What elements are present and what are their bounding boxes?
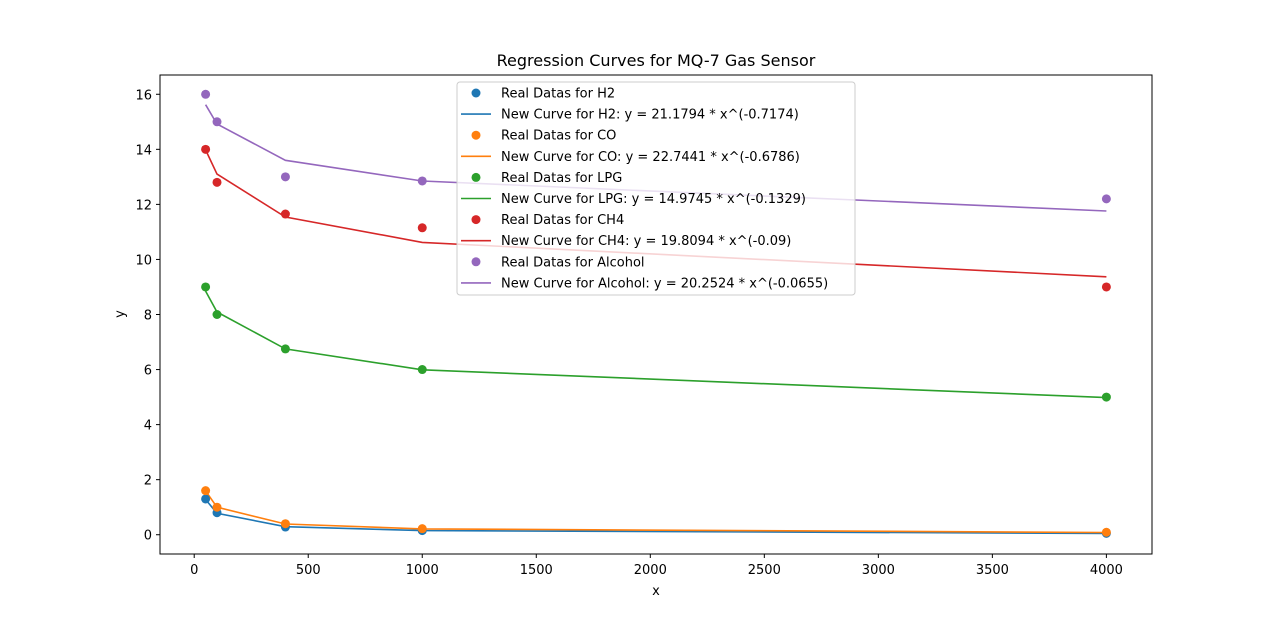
y-axis: 0 2 4 6 8 10 12 14 16 [135, 88, 160, 544]
legend-label: Real Datas for CO [501, 129, 616, 144]
legend-label: Real Datas for H2 [501, 87, 615, 102]
legend-box [456, 81, 856, 296]
data-point-ch4 [1101, 282, 1111, 292]
data-point-co [1101, 527, 1111, 537]
data-point-co [417, 524, 427, 534]
data-point-alcohol [1101, 194, 1111, 204]
data-point-alcohol [280, 172, 290, 182]
x-tick-label: 500 [296, 563, 321, 578]
plot-area [201, 89, 1111, 538]
x-tick-label: 2500 [748, 563, 781, 578]
y-tick-label: 4 [144, 419, 152, 434]
data-point-h2 [201, 494, 211, 504]
x-tick-label: 1000 [406, 563, 439, 578]
x-axis-label: x [652, 584, 660, 599]
legend-label: Real Datas for LPG [501, 171, 622, 186]
x-tick-label: 3000 [862, 563, 895, 578]
y-axis-label: y [113, 310, 128, 318]
legend-label: New Curve for CO: y = 22.7441 * x^(-0.67… [501, 150, 800, 165]
legend-label: New Curve for LPG: y = 14.9745 * x^(-0.1… [501, 192, 806, 207]
legend-label: New Curve for CH4: y = 19.8094 * x^(-0.0… [501, 234, 791, 249]
data-point-lpg [201, 282, 211, 292]
data-point-alcohol [417, 176, 427, 186]
x-tick-label: 4000 [1090, 563, 1123, 578]
data-point-alcohol [201, 89, 211, 99]
y-tick-label: 6 [144, 364, 152, 379]
legend-marker-lpg [471, 172, 481, 182]
data-point-alcohol [212, 117, 222, 127]
chart-title: Regression Curves for MQ-7 Gas Sensor [497, 51, 816, 70]
data-point-co [201, 486, 211, 496]
data-point-co [280, 519, 290, 529]
x-tick-label: 0 [190, 563, 198, 578]
data-point-ch4 [280, 209, 290, 219]
legend: Real Datas for H2 New Curve for H2: y = 2… [456, 81, 856, 296]
data-point-ch4 [201, 144, 211, 154]
data-point-ch4 [417, 223, 427, 233]
legend-label: Real Datas for CH4 [501, 213, 624, 228]
y-tick-label: 12 [135, 198, 152, 213]
legend-marker-ch4 [471, 215, 481, 225]
x-tick-label: 1500 [520, 563, 553, 578]
y-tick-label: 2 [144, 474, 152, 489]
legend-marker-alcohol [471, 257, 481, 267]
legend-label: Real Datas for Alcohol [501, 255, 645, 270]
legend-marker-co [471, 130, 481, 140]
data-point-lpg [1101, 392, 1111, 402]
x-axis: 0 500 1000 1500 2000 2500 3000 3500 4000 [190, 554, 1123, 578]
data-point-lpg [212, 310, 222, 319]
x-tick-label: 3500 [976, 563, 1009, 578]
data-point-lpg [417, 365, 427, 375]
legend-label: New Curve for H2: y = 21.1794 * x^(-0.71… [501, 108, 799, 123]
y-tick-label: 8 [144, 309, 152, 324]
y-tick-label: 0 [144, 529, 152, 544]
x-tick-label: 2000 [634, 563, 667, 578]
legend-label: New Curve for Alcohol: y = 20.2524 * x^(… [501, 276, 828, 291]
y-tick-label: 16 [135, 88, 152, 103]
legend-marker-h2 [471, 88, 481, 98]
data-point-co [212, 502, 222, 512]
data-point-ch4 [212, 177, 222, 187]
y-tick-label: 14 [135, 143, 152, 158]
y-tick-label: 10 [135, 253, 152, 268]
data-point-lpg [280, 344, 290, 354]
